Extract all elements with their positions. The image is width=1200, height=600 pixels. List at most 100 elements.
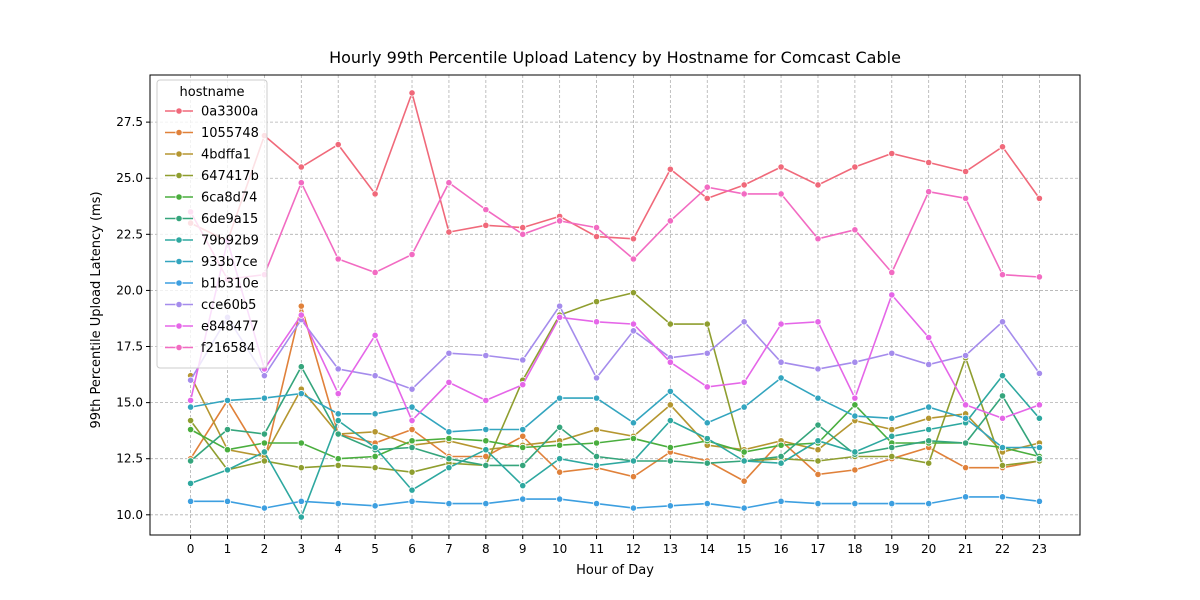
data-point (740, 457, 748, 465)
data-point (297, 163, 305, 171)
data-point (334, 430, 342, 438)
legend-marker (175, 322, 183, 330)
legend-marker (175, 300, 183, 309)
legend-item-79b92b9: 79b92b9 (165, 234, 259, 249)
data-point (186, 376, 195, 384)
data-point (482, 461, 490, 470)
data-point (1035, 455, 1044, 463)
data-point (1035, 401, 1044, 409)
data-point (814, 318, 822, 326)
data-point (851, 448, 859, 456)
data-point (925, 360, 933, 369)
data-point (666, 457, 674, 465)
data-point (998, 414, 1007, 422)
data-point (371, 502, 379, 510)
data-point (519, 482, 527, 490)
data-point (556, 217, 564, 225)
data-point (1035, 194, 1044, 203)
data-point (297, 311, 305, 319)
data-point (556, 313, 564, 321)
legend-label: 6ca8d74 (201, 191, 257, 206)
data-point (961, 414, 970, 422)
x-tick-label: 10 (552, 542, 567, 556)
legend-item-f216584: f216584 (165, 341, 255, 356)
data-point (297, 179, 305, 187)
data-point (777, 441, 785, 449)
data-point (814, 235, 822, 243)
series-4bdffa1 (186, 372, 1044, 461)
legend-item-647417b: 647417b (165, 169, 259, 184)
data-point (998, 493, 1007, 501)
data-point (666, 416, 674, 425)
data-point (666, 320, 674, 328)
y-tick-label: 20.0 (116, 283, 143, 297)
legend-item-6de9a15: 6de9a15 (165, 212, 258, 227)
data-point (408, 250, 416, 259)
y-tick-label: 12.5 (116, 452, 143, 466)
data-point (519, 432, 527, 440)
data-point (371, 428, 379, 436)
data-point (371, 268, 379, 277)
data-point (703, 434, 711, 443)
data-point (334, 255, 342, 263)
legend-marker (175, 193, 183, 201)
series-line (189, 304, 1041, 391)
data-point (925, 158, 933, 167)
data-point (223, 425, 232, 434)
plot-frame (149, 74, 1081, 536)
data-point (297, 302, 305, 310)
data-point (260, 439, 269, 447)
data-point (777, 452, 785, 461)
data-point (1035, 414, 1044, 422)
data-point (260, 504, 269, 512)
data-point (998, 143, 1007, 151)
data-point (703, 320, 711, 328)
data-point (445, 464, 453, 472)
data-point (777, 163, 785, 171)
data-point (740, 504, 748, 512)
data-point (519, 461, 527, 470)
data-point (629, 327, 638, 335)
data-point (851, 401, 859, 409)
data-point (666, 217, 674, 225)
data-point (482, 351, 490, 360)
data-point (260, 372, 269, 380)
data-point (592, 439, 601, 447)
series-lines (186, 89, 1044, 521)
legend-label: b1b310e (201, 277, 259, 292)
data-point (851, 163, 859, 171)
data-point (408, 425, 416, 434)
data-point (629, 235, 638, 243)
x-tick-label: 14 (700, 542, 715, 556)
legend-marker (175, 128, 183, 137)
data-point (814, 394, 822, 402)
y-tick-label: 17.5 (116, 340, 143, 354)
data-point (297, 464, 305, 472)
series-6de9a15 (186, 363, 1044, 470)
data-point (740, 448, 748, 456)
x-tick-label: 16 (773, 542, 788, 556)
data-point (998, 318, 1007, 326)
legend-title: hostname (180, 85, 245, 100)
legend-label: 6de9a15 (201, 212, 258, 227)
y-tick-label: 27.5 (116, 115, 143, 129)
data-point (186, 416, 195, 425)
data-point (998, 392, 1007, 400)
data-point (777, 320, 785, 328)
data-point (888, 432, 896, 440)
data-point (814, 437, 822, 445)
series-79b92b9 (186, 372, 1044, 521)
data-point (260, 457, 269, 465)
data-point (186, 479, 195, 487)
data-point (556, 394, 564, 402)
data-point (223, 497, 232, 505)
data-point (334, 365, 342, 373)
data-point (408, 468, 416, 476)
x-tick-label: 9 (519, 542, 527, 556)
x-tick-label: 15 (737, 542, 752, 556)
series-647417b (186, 289, 1044, 476)
data-point (371, 331, 379, 339)
data-point (371, 372, 379, 380)
data-point (961, 401, 970, 409)
data-point (445, 499, 453, 508)
